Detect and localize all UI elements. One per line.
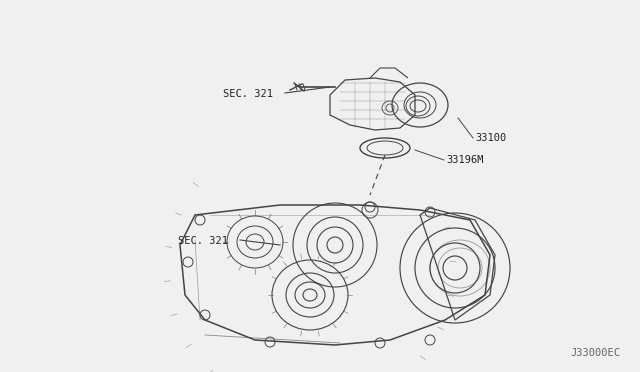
Text: 33196M: 33196M	[446, 155, 483, 165]
Text: SEC. 321: SEC. 321	[178, 236, 228, 246]
Text: J33000EC: J33000EC	[570, 348, 620, 358]
Text: 33100: 33100	[475, 133, 506, 143]
Text: SEC. 321: SEC. 321	[223, 89, 273, 99]
